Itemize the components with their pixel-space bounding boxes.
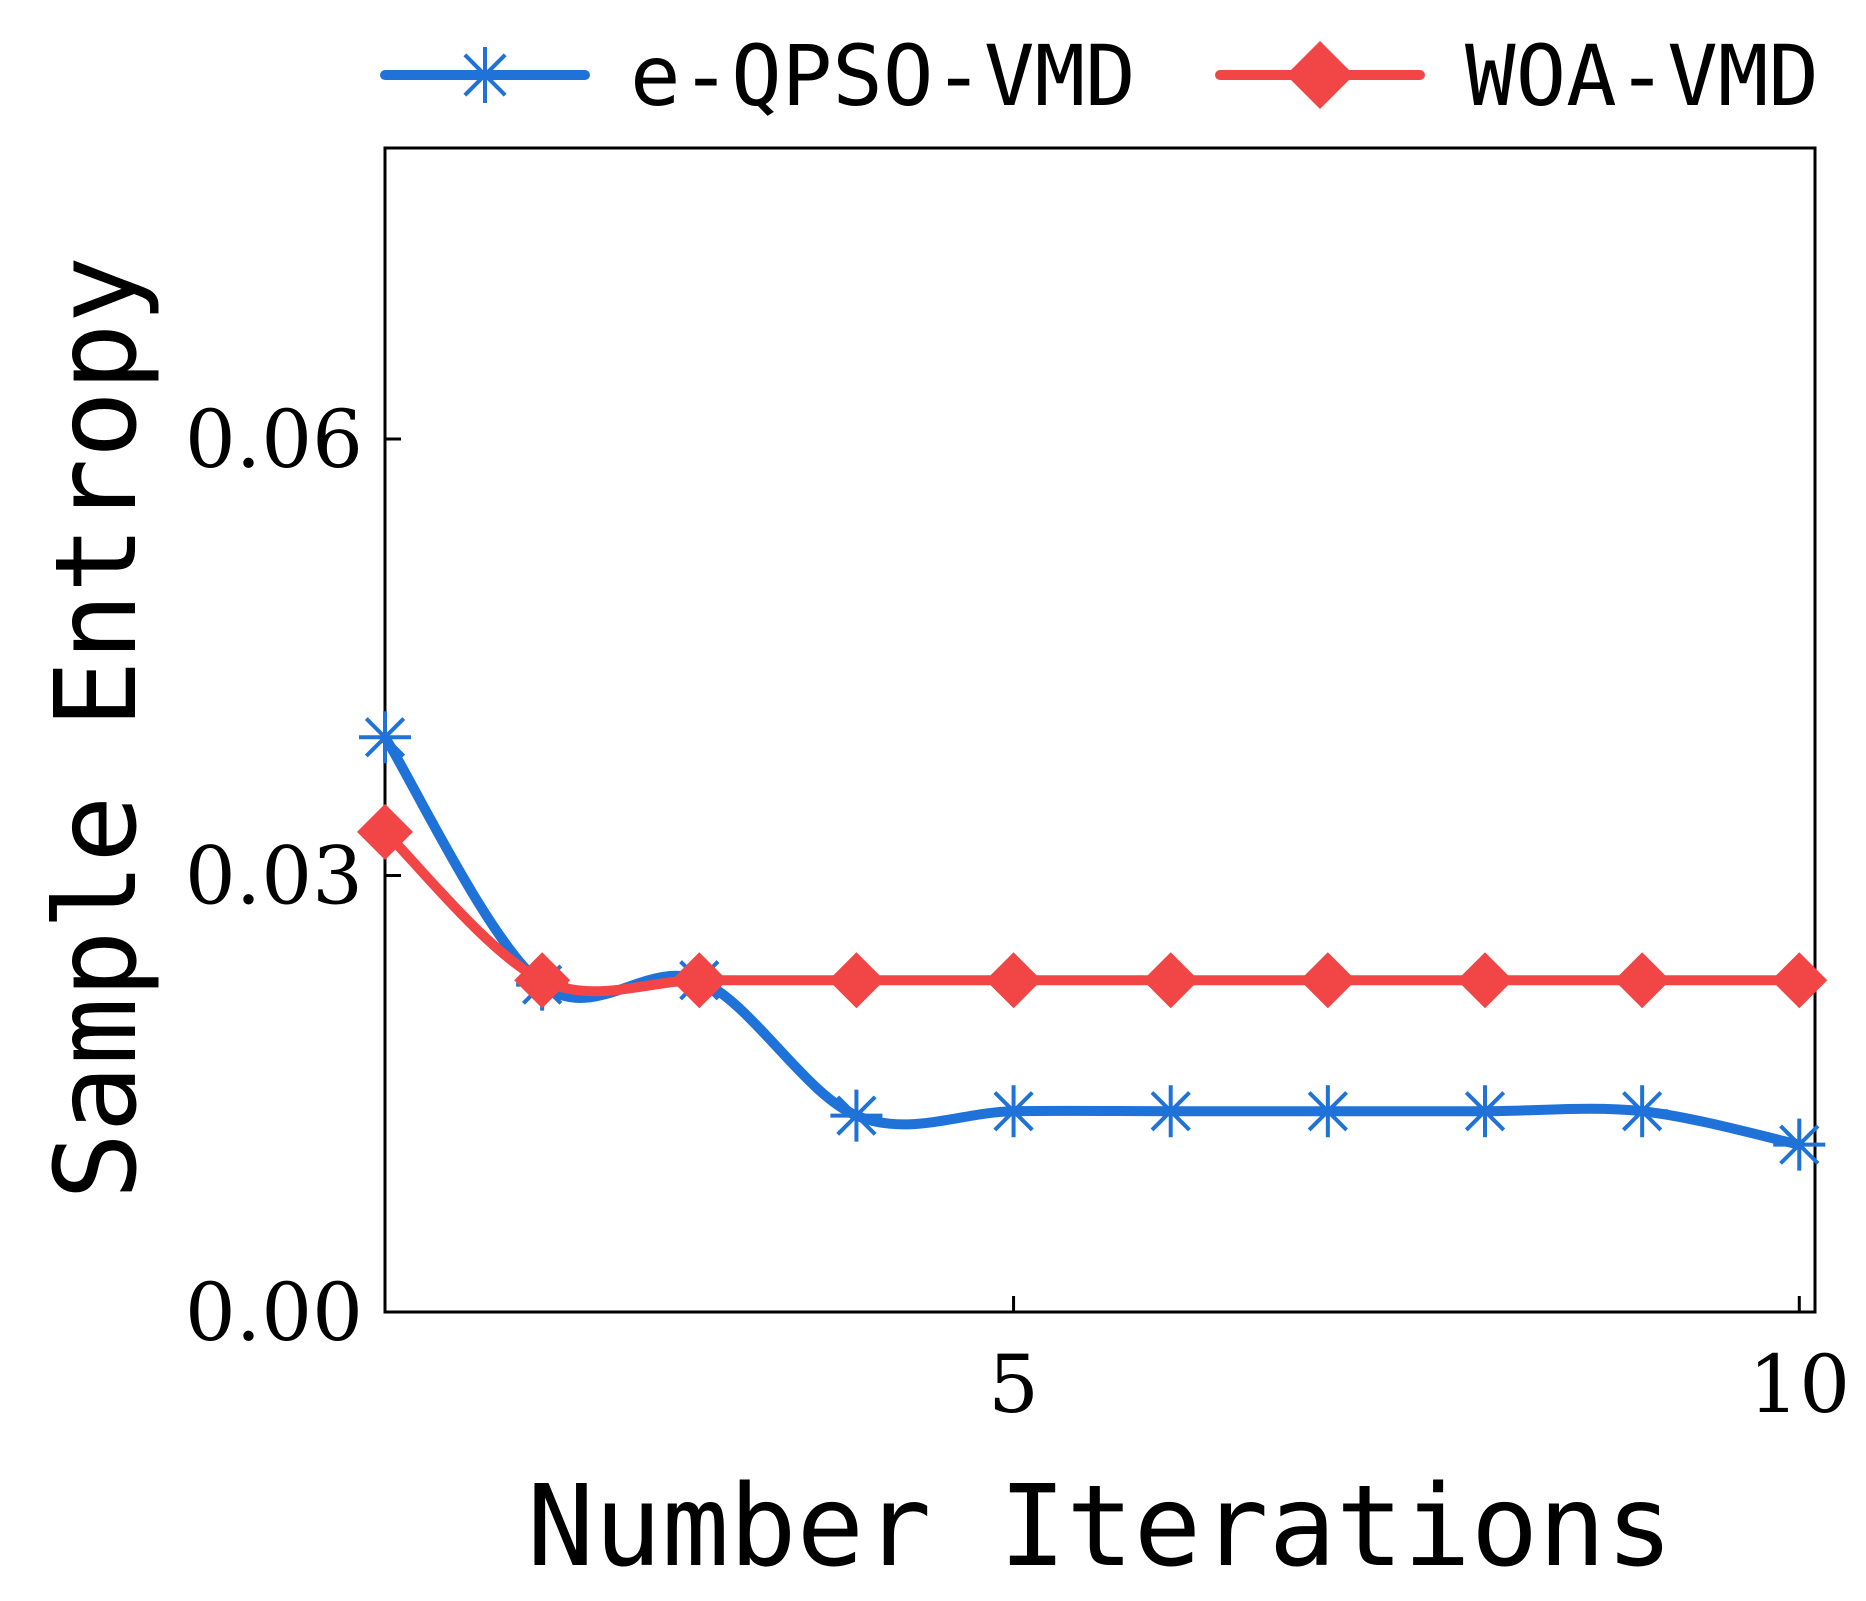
legend: e-QPSO-VMD WOA-VMD xyxy=(380,27,1819,125)
y-tick-label-2: 0.06 xyxy=(185,393,363,486)
series-e-qpso-vmd xyxy=(359,711,1826,1171)
y-tick-label-0: 0.00 xyxy=(185,1266,363,1359)
point-0-7 xyxy=(1459,1085,1511,1138)
axis-ticks: 0.00 0.03 0.06 5 10 xyxy=(185,393,1850,1431)
point-1-0 xyxy=(357,803,413,860)
series-layer xyxy=(357,711,1828,1171)
series-line-0 xyxy=(380,732,1805,1150)
x-tick-label-0: 5 xyxy=(988,1338,1039,1431)
series-woa-vmd xyxy=(357,803,1828,1009)
x-axis-title: Number Iterations xyxy=(527,1462,1673,1592)
series-line-1 xyxy=(380,826,1805,997)
legend-marker-1 xyxy=(1286,41,1354,109)
point-1-7 xyxy=(1457,952,1513,1009)
point-0-9 xyxy=(1773,1118,1826,1171)
legend-marker-0 xyxy=(457,47,513,103)
point-1-1 xyxy=(514,952,571,1009)
point-0-4 xyxy=(987,1085,1040,1138)
y-axis-title: Sample Entropy xyxy=(32,256,162,1200)
point-1-9 xyxy=(1771,952,1828,1009)
point-1-3 xyxy=(828,952,885,1009)
y-tick-label-1: 0.03 xyxy=(185,830,363,923)
legend-item-1: WOA-VMD xyxy=(1215,27,1819,125)
point-0-6 xyxy=(1301,1085,1354,1138)
point-1-2 xyxy=(671,952,728,1009)
point-1-6 xyxy=(1299,952,1356,1009)
legend-item-0: e-QPSO-VMD xyxy=(380,27,1136,125)
point-0-5 xyxy=(1144,1085,1197,1138)
point-1-8 xyxy=(1614,952,1671,1009)
point-0-0 xyxy=(359,711,411,764)
legend-label-1: WOA-VMD xyxy=(1465,27,1819,125)
plot-frame xyxy=(383,146,1817,1314)
point-0-8 xyxy=(1616,1085,1669,1138)
point-1-5 xyxy=(1142,952,1199,1009)
legend-label-0: e-QPSO-VMD xyxy=(630,27,1136,125)
point-1-4 xyxy=(985,952,1042,1009)
point-0-3 xyxy=(830,1089,883,1142)
x-tick-label-1: 10 xyxy=(1748,1338,1850,1431)
